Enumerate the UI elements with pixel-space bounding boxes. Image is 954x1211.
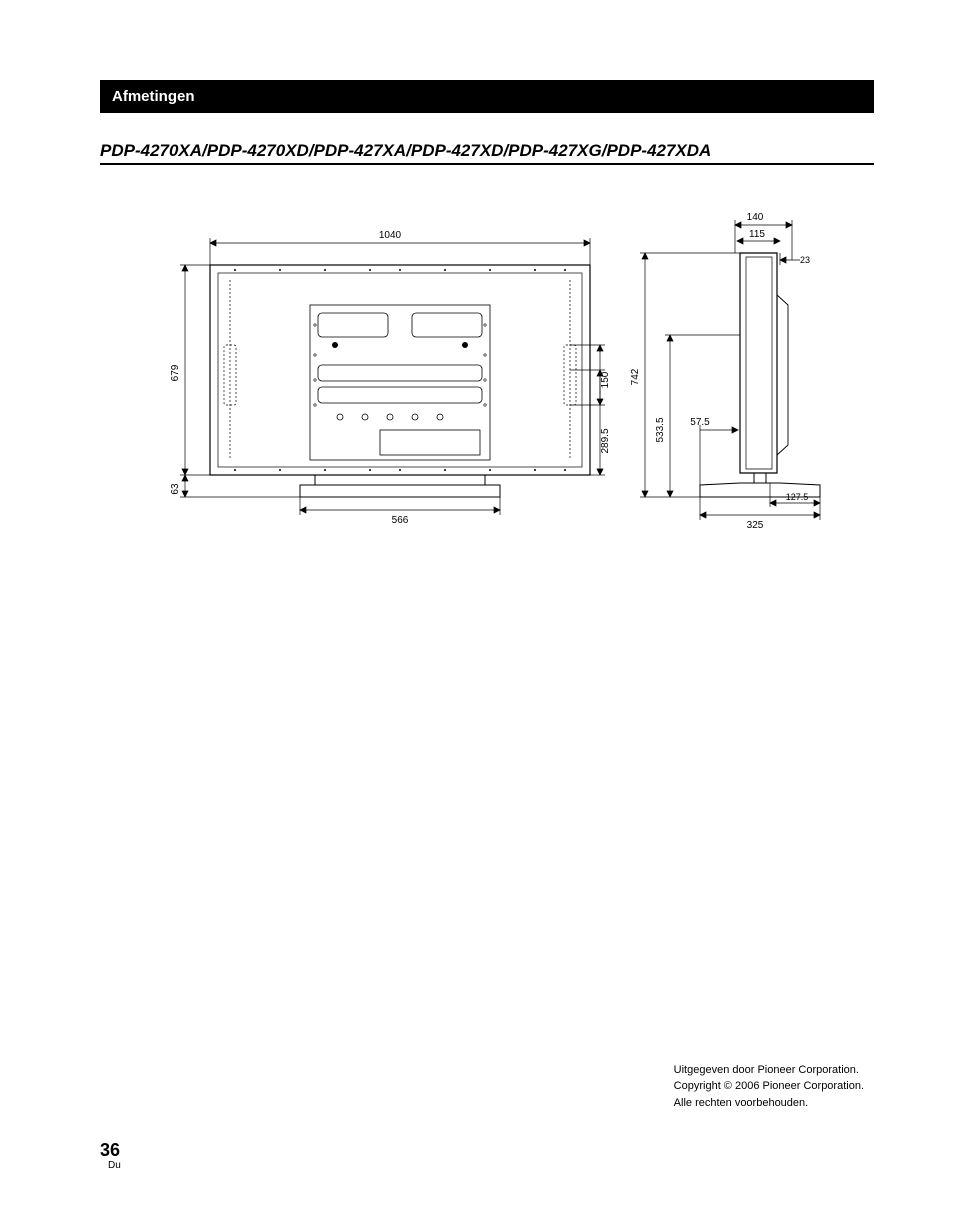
page-language: Du	[108, 1160, 121, 1171]
copyright-line2: Copyright © 2006 Pioneer Corporation.	[674, 1078, 864, 1095]
dim-140: 140	[747, 212, 764, 223]
dim-115: 115	[749, 229, 765, 240]
dim-57-5: 57.5	[690, 417, 710, 428]
dim-566: 566	[392, 515, 409, 526]
section-header: Afmetingen	[100, 80, 874, 113]
dim-150: 150	[600, 371, 611, 388]
dim-23: 23	[800, 255, 810, 265]
page-container: Afmetingen PDP-4270XA/PDP-4270XD/PDP-427…	[0, 0, 954, 1211]
dimension-diagram: 1040 679 63	[140, 205, 860, 555]
model-title: PDP-4270XA/PDP-4270XD/PDP-427XA/PDP-427X…	[100, 141, 874, 165]
page-number: 36	[100, 1140, 120, 1161]
dim-679: 679	[170, 364, 181, 381]
copyright-block: Uitgegeven door Pioneer Corporation. Cop…	[674, 1062, 864, 1112]
dim-127-5: 127.5	[786, 492, 809, 502]
side-view: 140 115 23	[630, 212, 820, 531]
copyright-line3: Alle rechten voorbehouden.	[674, 1095, 864, 1112]
front-view: 1040 679 63	[170, 230, 611, 526]
dim-1040: 1040	[379, 230, 402, 241]
dim-742: 742	[630, 368, 641, 385]
dim-63: 63	[170, 483, 181, 495]
copyright-line1: Uitgegeven door Pioneer Corporation.	[674, 1062, 864, 1079]
dim-325: 325	[747, 520, 764, 531]
dim-289-5: 289.5	[600, 428, 611, 453]
dim-533-5: 533.5	[655, 417, 666, 442]
